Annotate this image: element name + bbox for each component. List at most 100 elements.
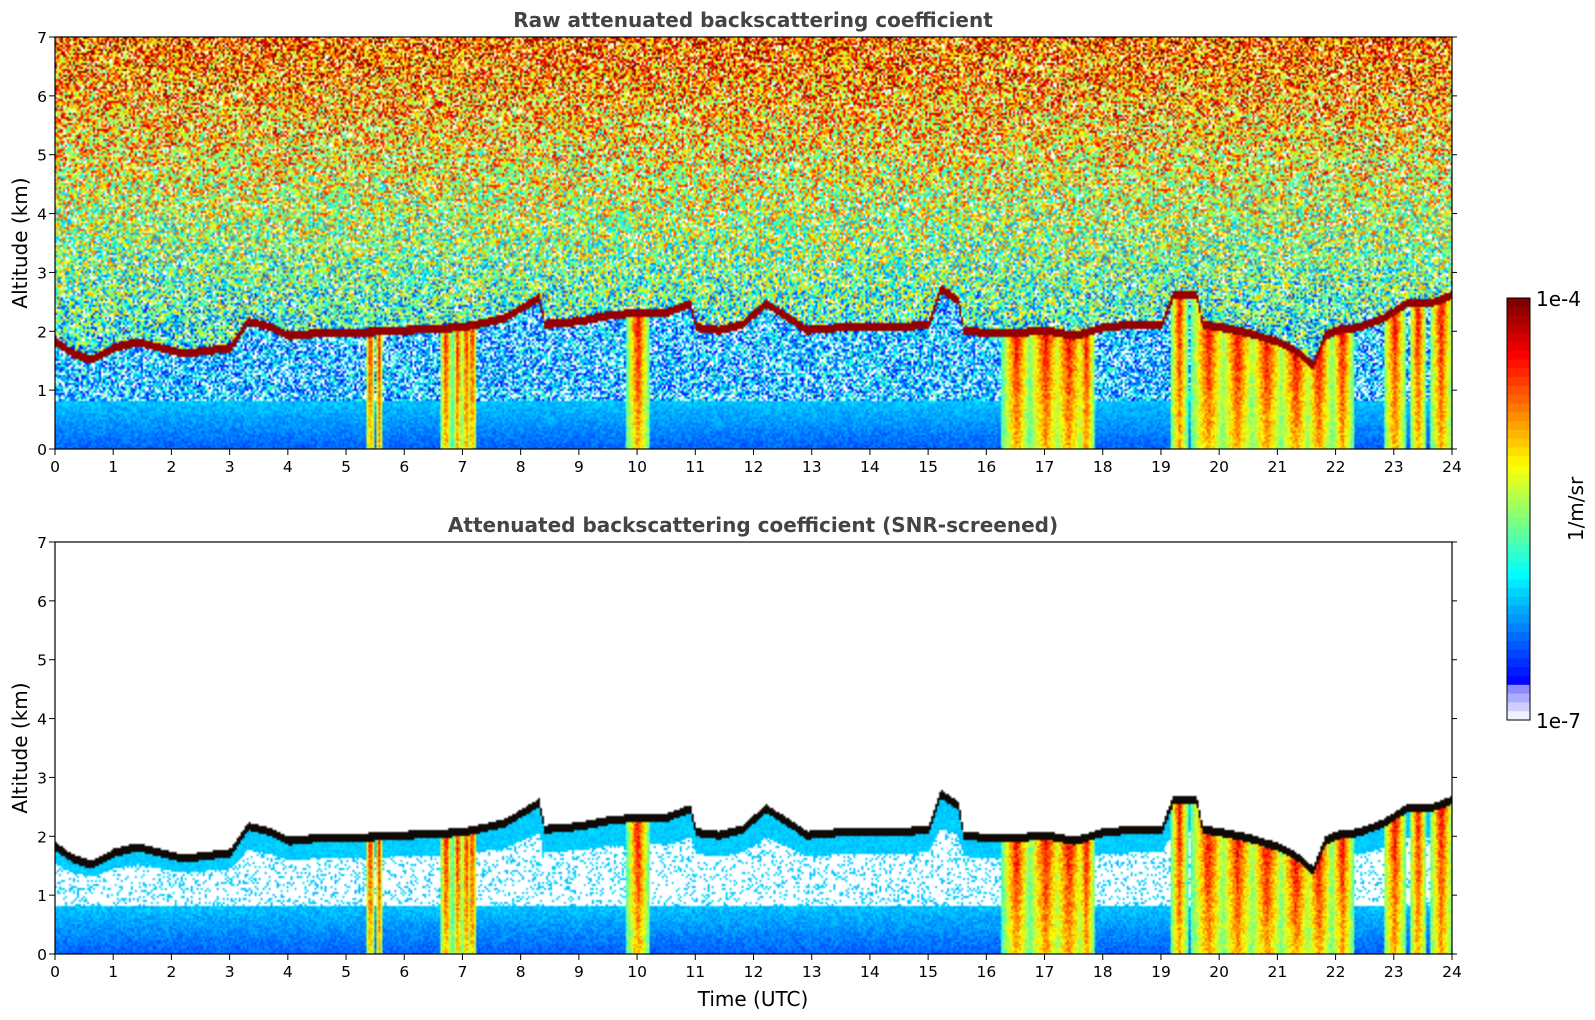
colorbar-strip [1507, 579, 1530, 589]
x-tick-label: 7 [458, 458, 468, 476]
colorbar-strip [1507, 447, 1530, 457]
colorbar-strip [1507, 632, 1530, 642]
x-tick-label: 11 [685, 963, 705, 981]
colorbar-strip [1507, 341, 1530, 352]
colorbar-frame [1506, 297, 1531, 721]
x-tick-label: 2 [166, 458, 176, 476]
x-tick-label: 16 [976, 963, 996, 981]
y-tick-label: 0 [37, 441, 47, 459]
colorbar-strip [1507, 306, 1530, 317]
x-tick-label: 14 [860, 963, 880, 981]
colorbar-strip [1507, 368, 1530, 378]
x-tick-label: 23 [1384, 963, 1404, 981]
raw-panel-title: Raw attenuated backscattering coefficien… [513, 8, 993, 32]
x-tick-label: 21 [1268, 963, 1288, 981]
x-tick-label: 12 [744, 963, 764, 981]
colorbar-strip [1507, 465, 1530, 475]
x-tick-label: 9 [574, 458, 584, 476]
colorbar-strip [1507, 394, 1530, 405]
x-tick-label: 15 [918, 963, 938, 981]
colorbar: 1e-4 1e-7 1/m/sr [1506, 287, 1588, 733]
colorbar-strip [1507, 623, 1530, 633]
colorbar-strip [1507, 456, 1530, 466]
colorbar-strip [1507, 298, 1530, 308]
x-tick-label: 17 [1035, 458, 1055, 476]
x-tick-label: 2 [166, 963, 176, 981]
x-tick-label: 11 [685, 458, 705, 476]
x-tick-label: 19 [1151, 963, 1171, 981]
x-tick-label: 4 [283, 963, 293, 981]
colorbar-strip [1507, 421, 1530, 431]
y-tick-label: 2 [37, 828, 47, 846]
screened-backscatter-heatmap [55, 542, 1452, 954]
screened-panel-ylabel: Altitude (km) [8, 682, 32, 813]
x-tick-label: 18 [1093, 458, 1113, 476]
colorbar-strip [1507, 509, 1530, 519]
colorbar-strip [1507, 552, 1530, 563]
screened-panel-title: Attenuated backscattering coefficient (S… [448, 513, 1058, 537]
colorbar-strip [1507, 526, 1530, 536]
colorbar-strip [1507, 429, 1530, 440]
x-tick-label: 3 [225, 963, 235, 981]
colorbar-strip [1507, 588, 1530, 598]
x-tick-label: 24 [1442, 963, 1462, 981]
colorbar-unit-label: 1/m/sr [1564, 476, 1588, 541]
x-tick-label: 17 [1035, 963, 1055, 981]
x-tick-label: 1 [108, 963, 118, 981]
colorbar-strip [1507, 693, 1530, 704]
colorbar-strip [1507, 676, 1530, 686]
x-tick-label: 13 [802, 458, 822, 476]
colorbar-max-label: 1e-4 [1536, 287, 1581, 311]
x-tick-label: 9 [574, 963, 584, 981]
y-tick-label: 3 [37, 264, 47, 282]
colorbar-strip [1507, 605, 1530, 616]
colorbar-strip [1507, 614, 1530, 624]
x-tick-label: 22 [1326, 963, 1346, 981]
x-tick-label: 6 [399, 458, 409, 476]
x-tick-label: 21 [1268, 458, 1288, 476]
x-tick-label: 4 [283, 458, 293, 476]
x-tick-label: 10 [627, 458, 647, 476]
x-tick-label: 20 [1209, 963, 1229, 981]
colorbar-strip [1507, 544, 1530, 554]
colorbar-min-label: 1e-7 [1536, 709, 1581, 733]
x-tick-label: 15 [918, 458, 938, 476]
y-tick-label: 4 [37, 206, 47, 224]
colorbar-strip [1507, 535, 1530, 545]
y-tick-label: 6 [37, 88, 47, 106]
colorbar-strip [1507, 359, 1530, 369]
y-tick-label: 0 [37, 946, 47, 964]
x-tick-label: 6 [399, 963, 409, 981]
x-tick-label: 8 [516, 458, 526, 476]
raw-panel-ylabel: Altitude (km) [8, 177, 32, 308]
y-tick-label: 5 [37, 652, 47, 670]
colorbar-strip [1507, 500, 1530, 510]
colorbar-strip [1507, 403, 1530, 413]
colorbar-strips [1507, 298, 1530, 721]
colorbar-strip [1507, 385, 1530, 396]
y-tick-label: 7 [37, 29, 47, 47]
colorbar-strip [1507, 658, 1530, 668]
colorbar-strip [1507, 649, 1530, 660]
x-tick-label: 20 [1209, 458, 1229, 476]
colorbar-strip [1507, 333, 1530, 343]
y-tick-label: 3 [37, 769, 47, 787]
colorbar-strip [1507, 491, 1530, 501]
x-tick-label: 5 [341, 458, 351, 476]
y-tick-label: 4 [37, 711, 47, 729]
x-tick-label: 16 [976, 458, 996, 476]
x-tick-label: 0 [50, 963, 60, 981]
screened-panel-ticks: 0 1 2 3 4 5 6 7 8 9 10 11 12 13 14 15 16 17 18 19 20 21 22 23 24… [37, 534, 1462, 981]
y-tick-label: 1 [37, 382, 47, 400]
colorbar-strip [1507, 711, 1530, 721]
colorbar-strip [1507, 702, 1530, 712]
y-tick-label: 6 [37, 593, 47, 611]
x-tick-label: 23 [1384, 458, 1404, 476]
x-tick-label: 19 [1151, 458, 1171, 476]
x-tick-label: 22 [1326, 458, 1346, 476]
x-tick-label: 13 [802, 963, 822, 981]
raw-panel: Raw attenuated backscattering coefficien… [8, 8, 1462, 476]
colorbar-strip [1507, 517, 1530, 528]
colorbar-strip [1507, 570, 1530, 580]
